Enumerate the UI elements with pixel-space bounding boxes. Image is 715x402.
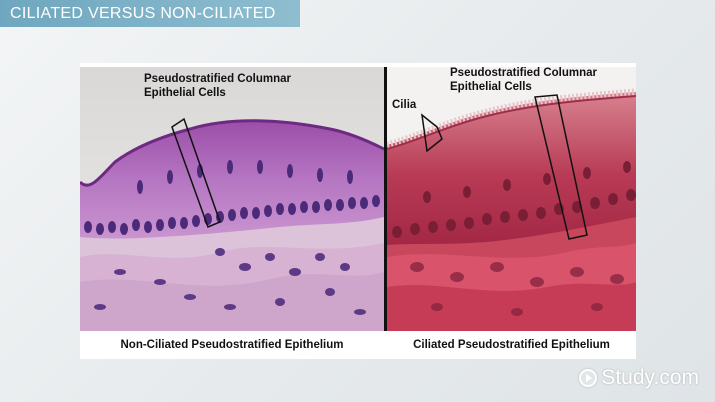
non-ciliated-micrograph — [80, 67, 384, 331]
play-circle-icon — [579, 369, 598, 387]
panel-divider — [384, 67, 387, 331]
cilia-label: Cilia — [392, 99, 417, 111]
ciliated-micrograph — [387, 67, 636, 331]
right-annotation: Pseudostratified Columnar Epithelial Cel… — [450, 67, 597, 93]
micrograph-figure: Pseudostratified Columnar Epithelial Cel… — [80, 63, 636, 359]
right-caption: Ciliated Pseudostratified Epithelium — [413, 339, 610, 351]
logo-text: Study.com — [601, 366, 699, 389]
left-annotation: Pseudostratified Columnar Epithelial Cel… — [144, 73, 291, 99]
study-com-logo: Study.com — [579, 366, 699, 390]
left-caption: Non-Ciliated Pseudostratified Epithelium — [120, 339, 344, 351]
slide-title: CILIATED VERSUS NON-CILIATED — [0, 0, 300, 27]
